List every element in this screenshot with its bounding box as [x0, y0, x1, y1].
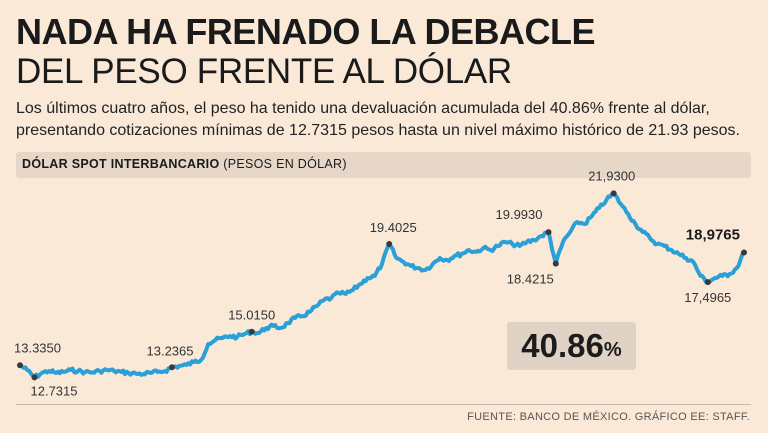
- source-credit: FUENTE: BANCO DE MÉXICO. GRÁFICO EE: STA…: [467, 411, 750, 423]
- chart-title-bar: DÓLAR SPOT INTERBANCARIO (PESOS EN DÓLAR…: [16, 152, 751, 178]
- headline: NADA HA FRENADO LA DEBACLE: [16, 11, 595, 52]
- footer-divider: [16, 404, 751, 405]
- data-point-marker: [248, 328, 255, 335]
- data-point-marker: [552, 260, 559, 267]
- data-point-marker: [610, 190, 617, 197]
- data-label: 13.3350: [14, 340, 61, 355]
- highlight-percent: %: [603, 338, 622, 361]
- devaluation-highlight: 40.86 %: [507, 322, 636, 370]
- data-label: 18.4215: [507, 272, 554, 287]
- data-point-marker: [17, 362, 23, 369]
- data-label: 15.0150: [228, 308, 275, 323]
- data-point-marker: [31, 374, 38, 381]
- chart-title-bold: DÓLAR SPOT INTERBANCARIO: [22, 157, 220, 171]
- data-label: 12.7315: [31, 383, 78, 398]
- subheadline: DEL PESO FRENTE AL DÓLAR: [16, 52, 512, 91]
- data-point-marker: [741, 249, 747, 256]
- data-point-marker: [169, 364, 175, 371]
- data-label: 17,4965: [684, 290, 731, 305]
- data-label: 21,9300: [588, 168, 635, 183]
- series-line-dolar-spot: [18, 191, 746, 380]
- chart-title-light: (PESOS EN DÓLAR): [219, 157, 347, 171]
- data-label: 19.9930: [496, 207, 543, 222]
- chart-title: DÓLAR SPOT INTERBANCARIO (PESOS EN DÓLAR…: [22, 157, 347, 171]
- data-point-marker: [704, 279, 711, 286]
- data-label: 19.4025: [370, 220, 417, 235]
- data-label: 13.2365: [147, 343, 194, 358]
- description-text: Los últimos cuatro años, el peso ha teni…: [16, 100, 740, 139]
- data-point-marker: [386, 241, 393, 247]
- data-label: 18,9765: [686, 227, 740, 244]
- data-point-marker: [545, 229, 552, 236]
- highlight-number: 40.86: [521, 327, 604, 364]
